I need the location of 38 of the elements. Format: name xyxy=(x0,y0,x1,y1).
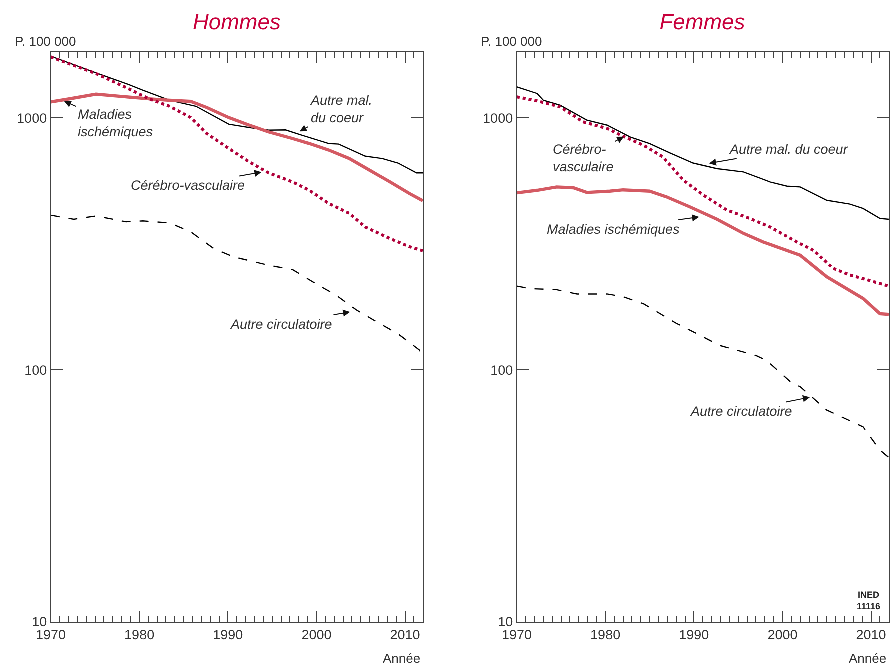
annotation: Autre circulatoire xyxy=(690,404,792,419)
line-series xyxy=(517,96,889,288)
x-tick-label: 1970 xyxy=(502,627,532,642)
x-axis-title: Année xyxy=(383,651,421,666)
annotation: Cérébro- vasculaire xyxy=(553,142,614,175)
line-series xyxy=(517,286,889,458)
y-tick-label: 100 xyxy=(490,362,514,378)
y-tick-label: 10 xyxy=(498,614,514,630)
y-axis-title: P. 100 000 xyxy=(15,34,76,49)
line-series xyxy=(51,56,423,252)
x-tick-label: 1980 xyxy=(124,627,155,642)
line-series xyxy=(51,56,423,174)
annotation: Autre mal. du coeur xyxy=(310,93,373,126)
x-tick-label: 1980 xyxy=(590,627,621,642)
annotation: Autre mal. du coeur xyxy=(729,142,848,157)
y-axis-title: P. 100 000 xyxy=(481,34,542,49)
y-tick-label: 1000 xyxy=(17,110,48,126)
chart-title: Femmes xyxy=(660,10,746,35)
line-series xyxy=(517,86,889,220)
x-tick-label: 2010 xyxy=(390,627,420,642)
x-tick-label: 1990 xyxy=(679,627,710,642)
annotation: INED 11116 xyxy=(857,590,881,612)
y-tick-label: 1000 xyxy=(483,110,514,126)
x-axis-title: Année xyxy=(849,651,887,666)
line-series xyxy=(51,92,423,203)
annotation: Maladies ischémiques xyxy=(78,107,154,140)
annotation: Cérébro-vasculaire xyxy=(131,178,246,193)
x-tick-label: 2000 xyxy=(768,627,798,642)
annotation: Maladies ischémiques xyxy=(547,222,680,237)
annotation: Autre circulatoire xyxy=(230,317,332,332)
y-tick-label: 10 xyxy=(32,614,48,630)
line-series xyxy=(517,186,889,316)
x-tick-label: 1970 xyxy=(36,627,66,642)
x-tick-label: 2000 xyxy=(302,627,332,642)
y-tick-label: 100 xyxy=(24,362,48,378)
x-tick-label: 1990 xyxy=(213,627,244,642)
x-tick-label: 2010 xyxy=(856,627,886,642)
chart-title: Hommes xyxy=(192,10,282,35)
